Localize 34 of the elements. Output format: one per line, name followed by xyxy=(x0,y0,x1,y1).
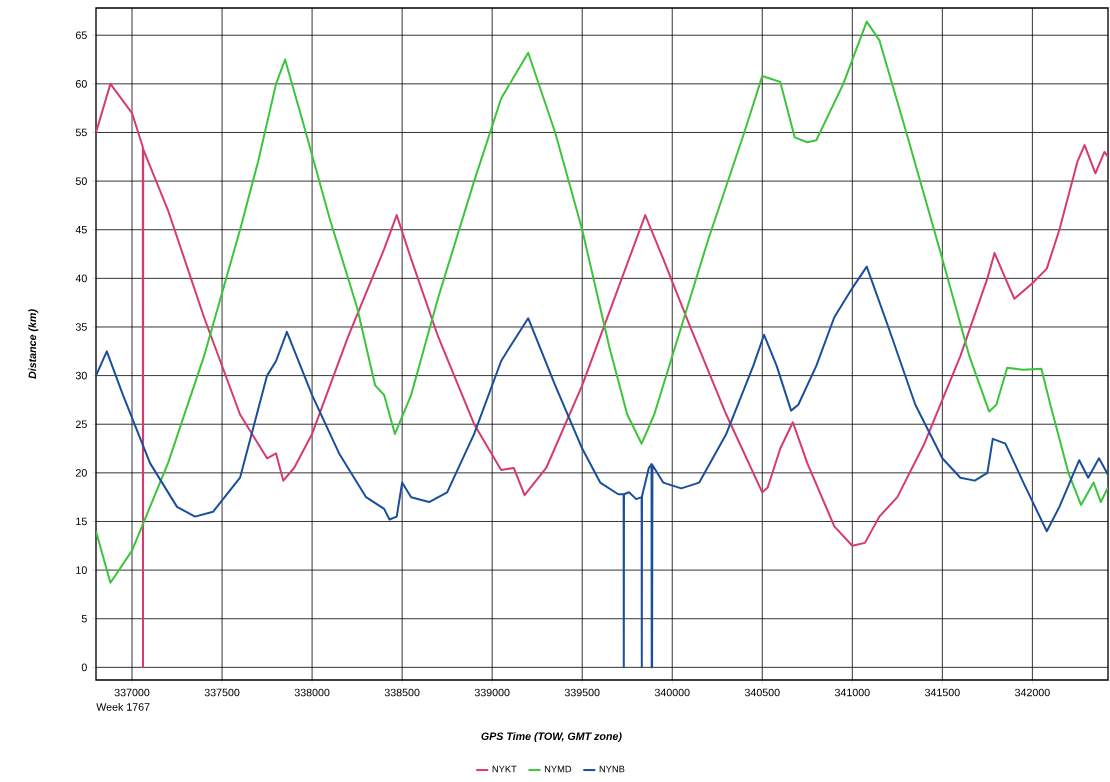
y-tick-label: 65 xyxy=(75,31,87,40)
x-tick-label: 339500 xyxy=(564,688,600,697)
y-tick-label: 20 xyxy=(75,469,87,477)
line-series xyxy=(96,265,1109,669)
x-tick-label: 340000 xyxy=(654,688,690,697)
x-tick-label: 337500 xyxy=(204,688,240,697)
y-tick-label: 35 xyxy=(75,323,87,331)
y-tick-label: 15 xyxy=(76,517,87,526)
text: Week 1767 xyxy=(96,702,150,711)
y-tick-label: 50 xyxy=(75,177,87,185)
x-tick-label: 340500 xyxy=(744,688,780,697)
x-tick-label: 338500 xyxy=(384,688,420,697)
x-tick-label: 342000 xyxy=(1014,688,1050,697)
y-tick-label: 5 xyxy=(81,615,87,623)
y-tick-label: 10 xyxy=(76,566,87,574)
legend-label: NYNB xyxy=(599,765,625,773)
y-tick-label: 25 xyxy=(75,420,87,429)
y-tick-label: 60 xyxy=(75,80,87,88)
y-tick-label: 45 xyxy=(75,226,87,234)
x-tick-label: 339000 xyxy=(474,688,510,697)
x-tick-label: 341000 xyxy=(834,688,870,697)
y-tick-label: 0 xyxy=(81,663,87,672)
x-tick-label: 341500 xyxy=(924,688,960,697)
x-tick-label: 337000 xyxy=(114,688,150,697)
y-tick-label: 40 xyxy=(75,274,87,283)
legend-label: NYMD xyxy=(544,765,572,773)
line-series xyxy=(96,82,1109,669)
y-tick-label: 30 xyxy=(75,371,87,380)
x-axis-title: GPS Time (TOW, GMT zone) xyxy=(481,732,622,743)
y-axis-title: Distance (km) xyxy=(28,309,39,379)
line-series xyxy=(96,20,1109,584)
y-tick-label: 55 xyxy=(75,128,87,137)
x-tick-label: 338000 xyxy=(294,688,330,697)
legend-label: NYKT xyxy=(492,765,517,773)
